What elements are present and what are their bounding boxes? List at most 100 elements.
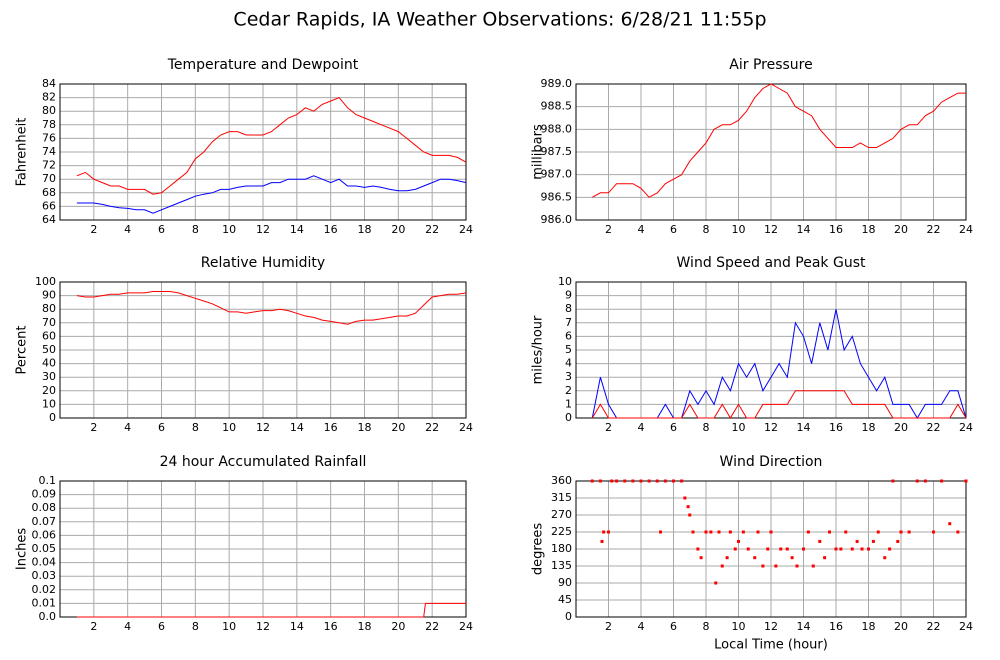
x-tick-label: 24 [959,223,973,236]
data-point [598,479,602,483]
data-point [769,530,773,534]
data-point [779,547,783,551]
x-tick-label: 16 [829,620,843,633]
x-tick-label: 10 [732,421,746,434]
x-tick-label: 6 [158,421,165,434]
data-point [680,479,684,483]
data-point [956,530,960,534]
y-tick-label: 0.06 [32,528,57,541]
x-tick-label: 24 [459,620,473,633]
x-tick-label: 10 [222,620,236,633]
x-tick-label: 24 [459,223,473,236]
data-line [76,175,467,214]
chart-title: Relative Humidity [201,255,325,271]
y-tick-label: 90 [42,289,56,302]
data-line [592,83,966,198]
x-tick-label: 18 [358,620,372,633]
x-tick-label: 10 [732,223,746,236]
y-tick-label: 2 [565,384,572,397]
x-tick-label: 18 [862,421,876,434]
x-tick-label: 14 [797,223,811,236]
y-tick-label: 360 [551,474,572,487]
data-point [785,547,789,551]
data-point [844,530,848,534]
data-point [672,479,675,483]
y-axis-label: millibars [531,124,546,180]
data-point [896,539,900,543]
x-tick-label: 20 [894,620,908,633]
y-tick-label: 0.1 [39,474,57,487]
data-point [811,564,815,568]
data-point [623,479,627,483]
y-tick-label: 64 [42,213,56,226]
x-tick-label: 16 [829,421,843,434]
data-point [948,522,952,526]
y-tick-label: 100 [35,275,56,288]
data-point [737,539,740,543]
data-point [753,556,757,560]
x-axis-label: Local Time (hour) [714,638,828,653]
y-tick-label: 8 [565,302,572,315]
x-tick-label: 18 [358,223,372,236]
x-tick-label: 22 [425,620,439,633]
data-line [591,390,967,419]
y-tick-label: 10 [42,397,56,410]
data-point [688,513,692,517]
x-tick-label: 10 [222,223,236,236]
x-tick-label: 14 [290,421,304,434]
x-tick-label: 12 [256,223,270,236]
y-tick-label: 90 [558,576,572,589]
x-tick-label: 8 [192,421,199,434]
y-tick-label: 74 [42,145,56,158]
x-tick-label: 8 [703,223,710,236]
data-point [659,530,662,534]
y-tick-label: 78 [42,118,56,131]
x-tick-label: 18 [862,223,876,236]
y-tick-label: 135 [551,559,572,572]
y-tick-label: 0.08 [32,501,57,514]
y-tick-label: 0.09 [32,488,57,501]
plot-frame [575,480,967,618]
x-tick-label: 18 [862,620,876,633]
y-tick-label: 180 [551,542,572,555]
y-tick-label: 0 [565,411,572,424]
data-point [806,530,810,534]
data-point [691,530,695,534]
x-tick-label: 8 [703,620,710,633]
data-point [790,556,794,560]
data-point [923,479,927,483]
x-tick-label: 4 [638,223,645,236]
data-point [860,547,864,551]
figure-title: Cedar Rapids, IA Weather Observations: 6… [233,9,766,31]
data-point [610,479,614,483]
y-axis-label: miles/hour [531,315,546,384]
data-point [855,539,859,543]
chart-title: 24 hour Accumulated Rainfall [160,454,367,470]
x-tick-label: 4 [124,421,131,434]
data-point [709,530,713,534]
x-tick-label: 4 [124,223,131,236]
data-point [766,547,770,551]
x-tick-label: 22 [927,223,941,236]
plot-frame [59,83,467,221]
data-point [834,547,838,551]
y-tick-label: 70 [42,172,56,185]
y-axis-label: Fahrenheit [15,118,30,187]
x-tick-label: 22 [927,421,941,434]
y-tick-label: 6 [565,329,572,342]
x-tick-label: 14 [797,421,811,434]
y-tick-label: 0 [49,411,56,424]
x-tick-label: 4 [638,620,645,633]
y-tick-label: 40 [42,357,56,370]
data-point [867,547,870,551]
data-point [602,530,606,534]
data-point [932,530,935,534]
data-point [876,530,880,534]
data-point [699,556,703,560]
data-point [888,547,892,551]
y-axis-label: Inches [15,528,30,570]
x-tick-label: 4 [124,620,131,633]
x-tick-label: 16 [829,223,843,236]
y-tick-label: 70 [42,316,56,329]
y-tick-label: 72 [42,159,56,172]
